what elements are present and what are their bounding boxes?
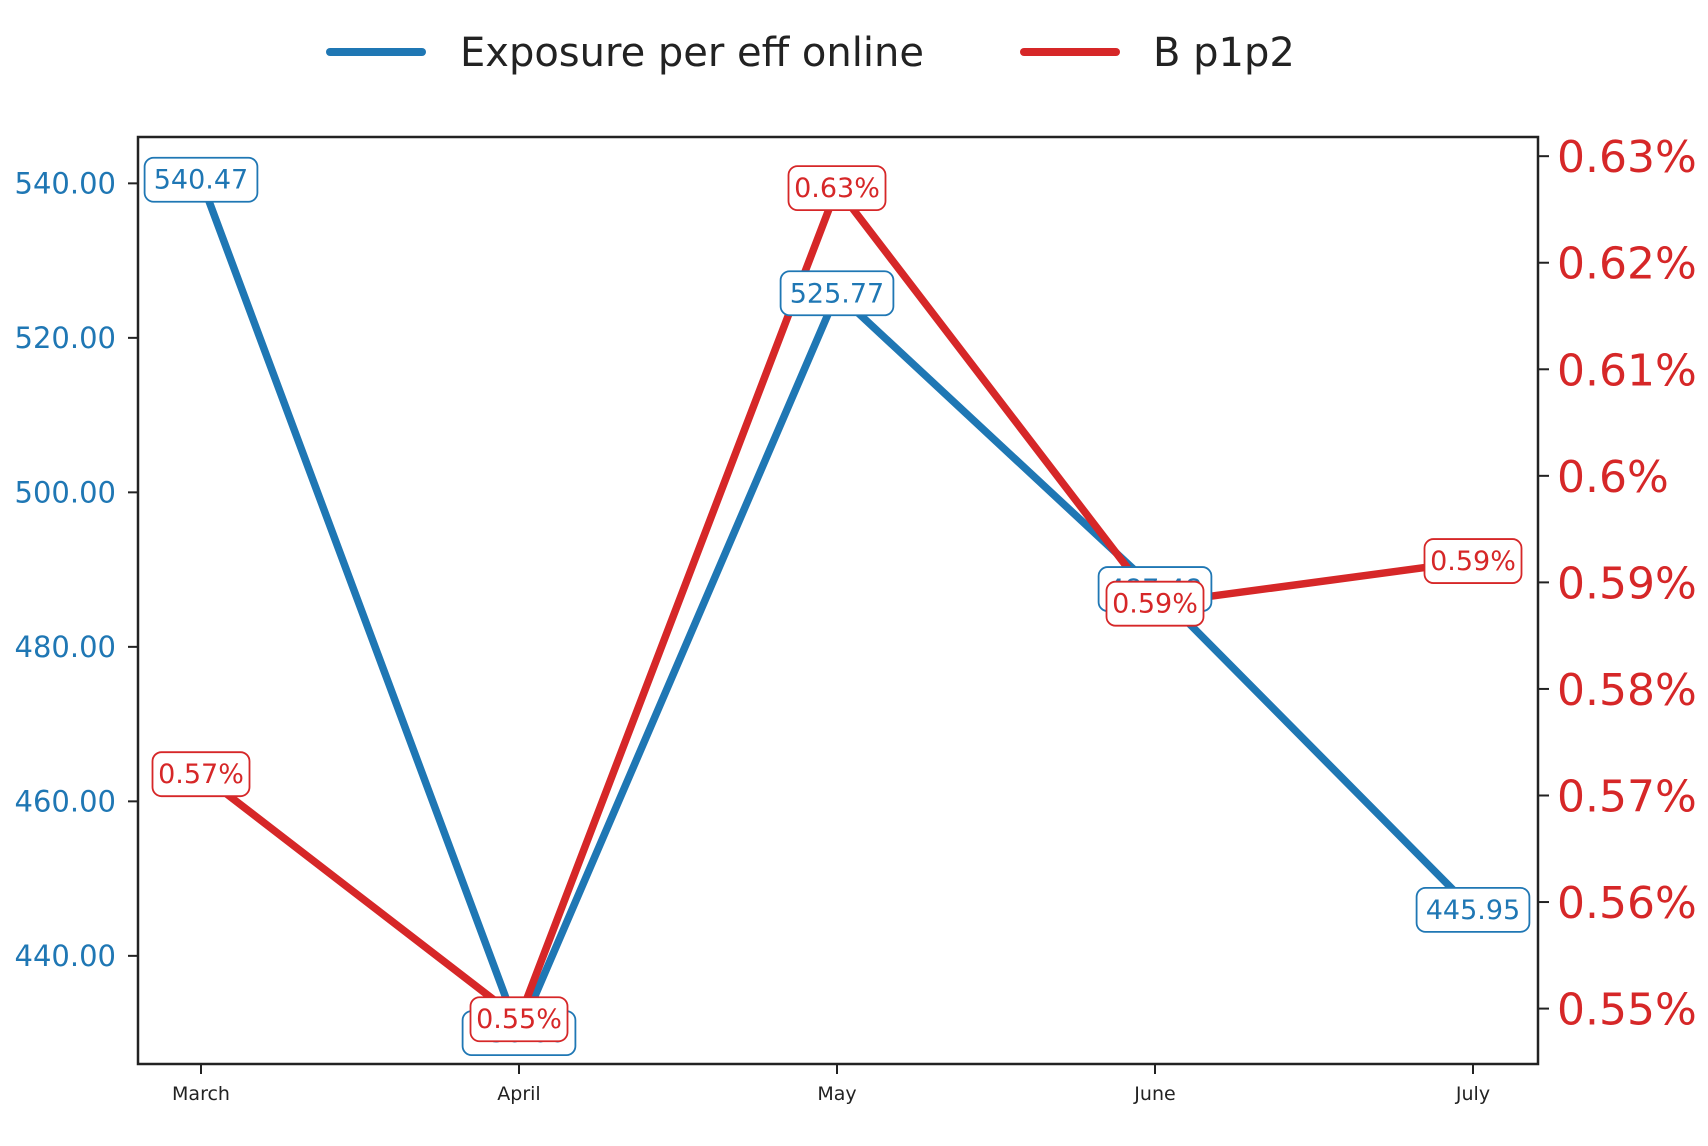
y-left-tick-label: 500.00 xyxy=(15,475,116,509)
y-left-tick-label: 480.00 xyxy=(15,630,116,664)
data-label-box xyxy=(469,996,569,1043)
legend-label-b-p1p2: B p1p2 xyxy=(1153,30,1295,76)
data-label-box xyxy=(1415,886,1531,933)
data-label-b-p1p2: 0.57% xyxy=(151,751,251,798)
data-label-text: 0.55% xyxy=(476,1004,562,1035)
y-left-tick-label: 460.00 xyxy=(15,784,116,818)
y-left-tick-label: 440.00 xyxy=(15,939,116,973)
data-label-box xyxy=(143,156,259,203)
y-right-tick-label: 0.61% xyxy=(1557,345,1697,396)
y-right-tick-label: 0.55% xyxy=(1557,985,1697,1036)
data-label-exposure-per-eff-online: 540.47 xyxy=(143,156,259,203)
data-label-text: 525.77 xyxy=(790,278,884,309)
legend: Exposure per eff online B p1p2 xyxy=(326,30,1295,76)
data-label-b-p1p2: 0.55% xyxy=(469,996,569,1043)
y-axis-right: 0.55% 0.56% 0.57% 0.58% 0.59% 0.6% 0.61% 0.62% 0… xyxy=(1538,132,1697,1036)
data-label-box xyxy=(1105,580,1205,627)
data-label-box xyxy=(787,165,887,212)
y-right-tick-label: 0.58% xyxy=(1557,665,1697,716)
data-label-exposure-per-eff-online: 525.77 xyxy=(779,270,895,317)
y-right-tick-label: 0.57% xyxy=(1557,771,1697,822)
data-label-b-p1p2: 0.63% xyxy=(787,165,887,212)
data-label-text: 0.63% xyxy=(794,173,880,204)
y-right-tick-label: 0.63% xyxy=(1557,132,1697,183)
data-label-box xyxy=(151,751,251,798)
data-labels: 540.47430.00525.77487.48445.950.57%0.55%… xyxy=(143,156,1531,1056)
y-right-tick-label: 0.59% xyxy=(1557,558,1697,609)
data-label-b-p1p2: 0.59% xyxy=(1423,538,1523,584)
data-label-text: 0.59% xyxy=(1112,589,1198,620)
y-left-tick-label: 520.00 xyxy=(15,321,116,355)
x-axis: March April May June July xyxy=(172,1064,1490,1105)
data-label-b-p1p2: 0.59% xyxy=(1105,580,1205,627)
data-label-text: 0.57% xyxy=(158,759,244,790)
data-label-text: 540.47 xyxy=(154,165,248,196)
x-tick-label-march: March xyxy=(172,1083,230,1105)
data-label-text: 445.95 xyxy=(1426,895,1520,926)
y-right-tick-label: 0.6% xyxy=(1557,452,1669,503)
x-tick-label-june: June xyxy=(1133,1083,1175,1105)
data-label-text: 0.59% xyxy=(1430,546,1516,577)
y-axis-left: 440.00 460.00 480.00 500.00 520.00 540.00 xyxy=(15,166,138,973)
data-label-box xyxy=(779,270,895,317)
legend-label-exposure-per-eff-online: Exposure per eff online xyxy=(460,30,924,76)
x-tick-label-july: July xyxy=(1455,1083,1490,1105)
y-right-tick-label: 0.56% xyxy=(1557,878,1697,929)
x-tick-label-april: April xyxy=(497,1083,540,1105)
x-tick-label-may: May xyxy=(817,1083,856,1105)
y-right-tick-label: 0.62% xyxy=(1557,239,1697,290)
data-label-exposure-per-eff-online: 445.95 xyxy=(1415,886,1531,933)
y-left-tick-label: 540.00 xyxy=(15,166,116,200)
data-label-box xyxy=(1423,538,1523,584)
